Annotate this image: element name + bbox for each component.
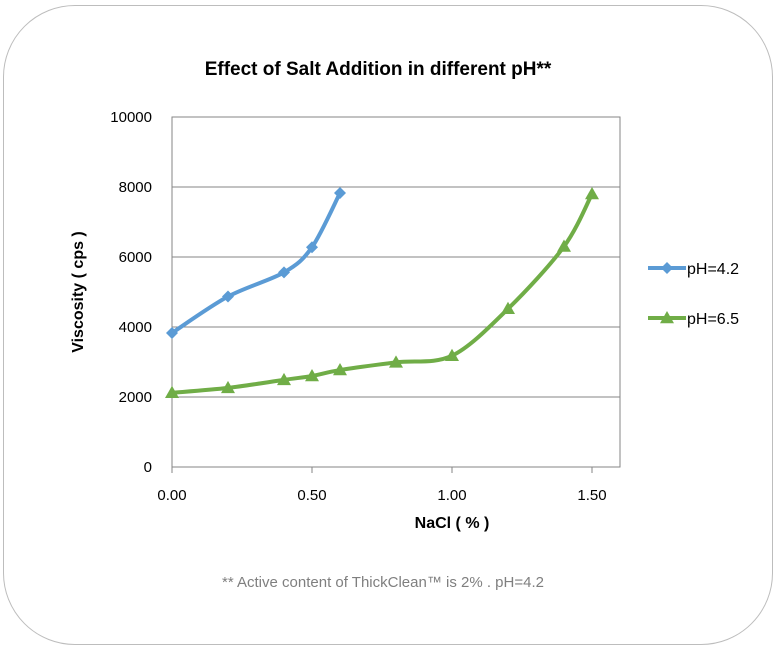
grid-lines (172, 186, 620, 398)
data-point (445, 348, 459, 361)
plot-area (171, 116, 621, 468)
data-point (333, 363, 347, 376)
legend-label: pH=4.2 (687, 261, 739, 278)
x-axis-title: NaCl ( % ) (415, 515, 490, 532)
series-line (170, 190, 342, 335)
chart-title: Effect of Salt Addition in different pH*… (205, 59, 552, 80)
data-point (278, 266, 290, 279)
data-point (305, 369, 319, 382)
y-tick-label: 6000 (119, 249, 152, 266)
y-tick-label: 2000 (119, 389, 152, 406)
y-tick-label: 8000 (119, 179, 152, 196)
y-tick-label: 4000 (119, 319, 152, 336)
data-point (334, 186, 346, 199)
data-point (277, 372, 291, 386)
footnote: ** Active content of ThickClean™ is 2% .… (222, 574, 544, 591)
data-point (221, 380, 235, 394)
x-tick-label: 0.00 (157, 487, 186, 504)
data-point (501, 301, 515, 315)
legend-label: pH=6.5 (687, 311, 739, 328)
legend: pH=4.2 pH=6.5 (648, 261, 739, 328)
x-tick-label: 1.00 (437, 487, 466, 504)
legend-entry: pH=6.5 (648, 311, 739, 328)
chart-card (3, 5, 773, 645)
x-axis-ticks: 0.00 0.50 1.00 1.50 (157, 467, 607, 504)
series-ph-6-5 (165, 187, 599, 399)
data-point (222, 290, 234, 303)
y-axis-ticks: 0 2000 4000 6000 8000 10000 (110, 109, 152, 476)
data-point (306, 241, 318, 254)
x-tick-label: 1.50 (577, 487, 606, 504)
x-tick-label: 0.50 (297, 487, 326, 504)
data-point (585, 187, 599, 200)
data-point (166, 326, 178, 339)
data-point (389, 355, 403, 368)
y-tick-label: 10000 (110, 109, 152, 126)
series-line (170, 192, 594, 395)
data-point (165, 385, 179, 399)
legend-entry: pH=4.2 (648, 261, 739, 278)
data-point (557, 239, 571, 252)
series-layer (165, 186, 599, 399)
legend-marker (661, 262, 673, 274)
y-axis-title: Viscosity ( cps ) (70, 231, 87, 353)
legend-marker (660, 311, 674, 324)
y-tick-label: 0 (144, 459, 152, 476)
series-ph-4-2 (166, 186, 346, 339)
